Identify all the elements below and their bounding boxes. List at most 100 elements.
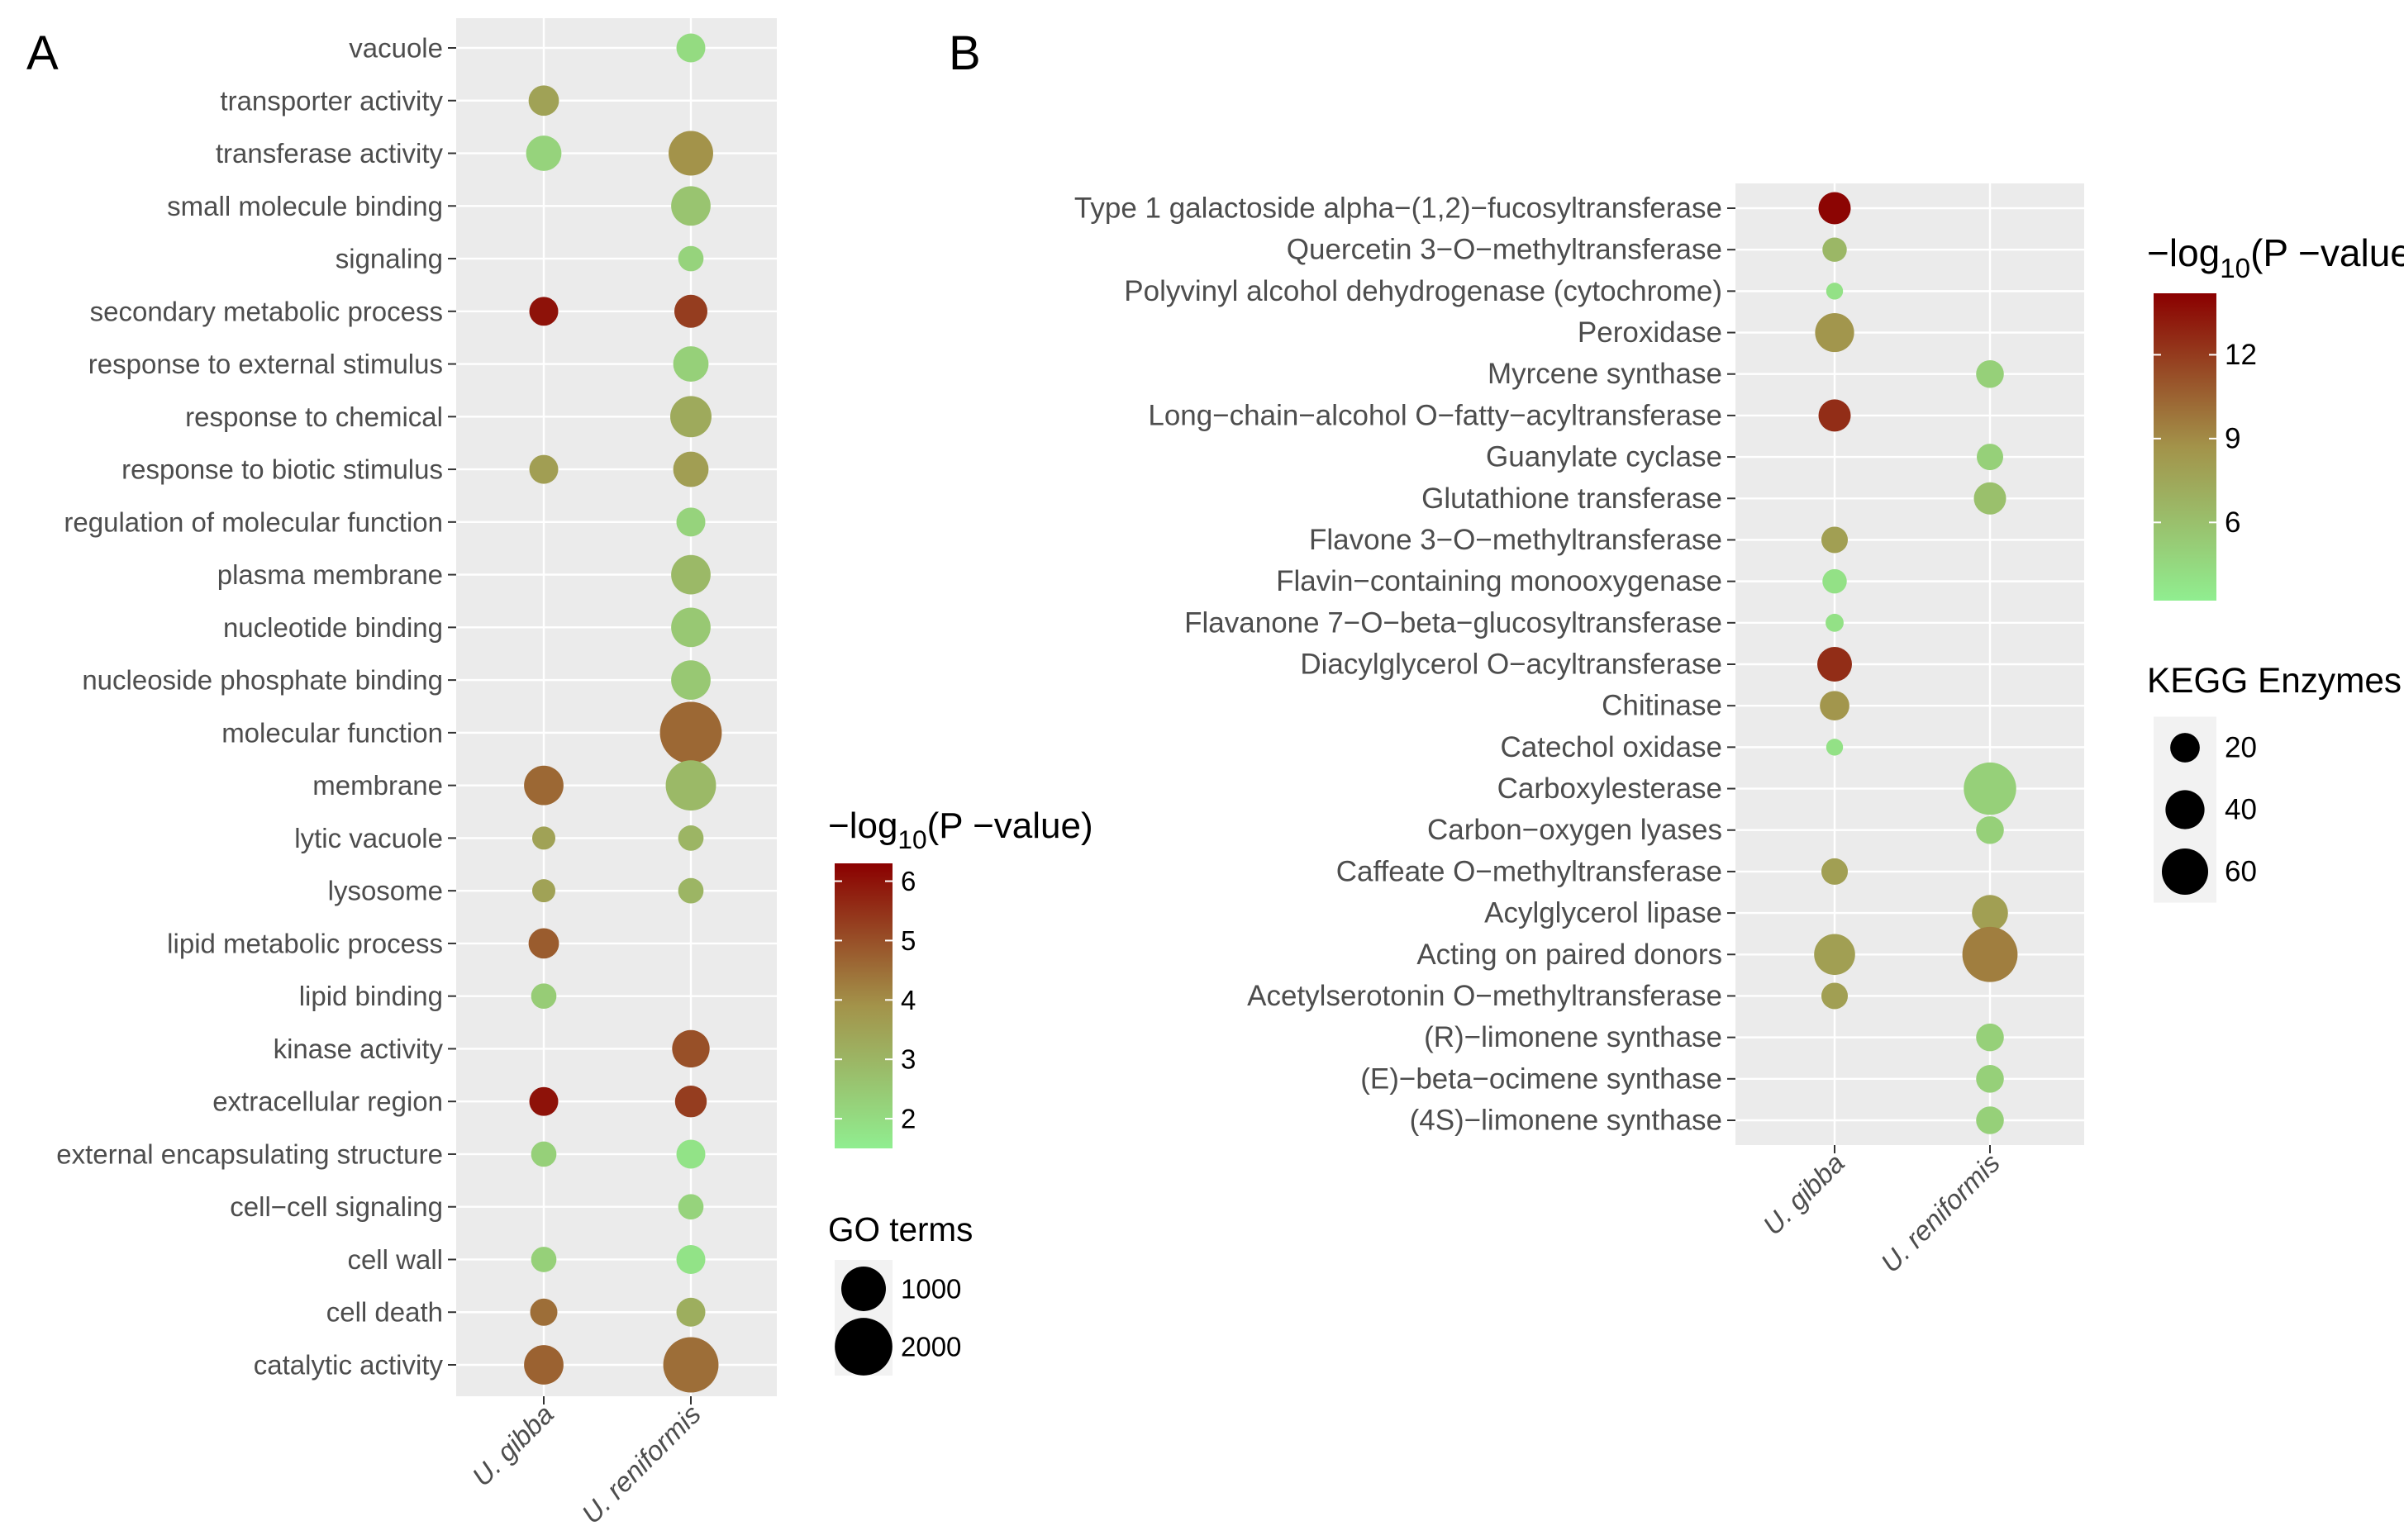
point-u-reniformis-carboxylesterase [1964,762,2016,815]
y-tick-label: lipid metabolic process [167,928,443,958]
y-tick-label: transporter activity [220,85,443,116]
point-u-gibba-flavone-3-o-methyltransferase [1821,526,1849,554]
y-tick-label: Polyvinyl alcohol dehydrogenase (cytochr… [1124,275,1722,307]
point-u-reniformis-carbon-oxygen-lyases [1976,815,2004,844]
size-legend-label: 40 [2225,794,2257,826]
point-u-gibba-flavin-containing-monooxygenase [1822,568,1847,594]
color-bar-tick-label: 2 [901,1104,916,1134]
y-tick-label: Quercetin 3−O−methyltransferase [1287,234,1722,266]
color-bar-tick-label: 3 [901,1044,916,1075]
point-u-reniformis-myrcene-synthase [1976,359,2004,388]
point-u-gibba-catalytic-activity [524,1345,564,1385]
color-bar [2154,293,2216,601]
color-legend-title: −log10(P −value) [828,806,1093,854]
point-u-reniformis-regulation-of-molecular-function [676,507,706,537]
point-u-gibba-lytic-vacuole [532,826,555,850]
point-u-gibba-long-chain-alcohol-o-fatty-acyltransferase [1818,399,1851,432]
panel-b: Type 1 galactoside alpha−(1,2)−fucosyltr… [1074,183,2404,1278]
y-tick-label: cell wall [347,1244,443,1275]
point-u-reniformis-response-to-chemical [670,396,712,438]
y-tick-label: Caffeate O−methyltransferase [1336,855,1722,887]
point-u-reniformis-cell-cell-signaling [678,1194,704,1220]
y-tick-label: signaling [336,244,443,274]
point-u-gibba-peroxidase [1815,312,1854,353]
point-u-reniformis-small-molecule-binding [671,186,711,226]
point-u-reniformis-response-to-external-stimulus [673,346,709,382]
color-legend-title-sub: 10 [897,825,926,854]
point-u-gibba-transferase-activity [526,135,562,171]
point-u-reniformis-r-limonene-synthase [1976,1023,2004,1052]
panel-a-letter: A [26,26,59,80]
color-legend-title-suffix: (P −value) [927,806,1093,846]
point-u-gibba-acting-on-paired-donors [1814,934,1855,976]
point-u-reniformis-lytic-vacuole [678,825,704,851]
y-tick-label: Myrcene synthase [1488,358,1722,390]
point-u-gibba-membrane [524,765,564,806]
point-u-gibba-transporter-activity [528,85,559,116]
size-legend-label: 1000 [901,1274,961,1305]
point-u-gibba-diacylglycerol-o-acyltransferase [1817,647,1852,682]
y-tick-label: Catechol oxidase [1501,731,1723,763]
point-u-reniformis-acting-on-paired-donors [1962,926,2018,982]
size-legend-title: KEGG Enzymes [2147,661,2402,700]
y-tick-label: Flavone 3−O−methyltransferase [1309,524,1722,556]
point-u-reniformis-plasma-membrane [671,554,711,595]
y-tick-label: Acetylserotonin O−methyltransferase [1247,980,1722,1012]
y-tick-label: nucleoside phosphate binding [82,665,443,696]
color-bar-tick-label: 5 [901,925,916,956]
y-tick-label: response to chemical [185,402,443,432]
point-u-gibba-polyvinyl-alcohol-dehydrogenase-cytochrome [1826,283,1844,300]
y-tick-label: cell−cell signaling [230,1191,443,1222]
y-tick-label: Carbon−oxygen lyases [1427,814,1722,846]
point-u-reniformis-vacuole [676,33,706,63]
y-tick-label: external encapsulating structure [56,1138,443,1169]
point-u-reniformis-membrane [665,760,716,811]
size-legend-label: 2000 [901,1332,961,1362]
point-u-gibba-chitinase [1820,691,1849,721]
point-u-reniformis-response-to-biotic-stimulus [673,451,709,487]
point-u-reniformis-external-encapsulating-structure [676,1139,706,1169]
color-bar-tick-label: 9 [2225,422,2240,454]
y-tick-label: (4S)−limonene synthase [1410,1105,1722,1137]
y-tick-label: extracellular region [212,1086,443,1117]
y-tick-label: Acylglycerol lipase [1484,897,1722,929]
point-u-reniformis-signaling [678,245,704,272]
point-u-reniformis-glutathione-transferase [1973,482,2007,515]
y-tick-label: nucleotide binding [223,612,443,643]
y-tick-label: Guanylate cyclase [1486,441,1722,473]
point-u-gibba-response-to-biotic-stimulus [529,454,559,484]
point-u-gibba-flavanone-7-o-beta-glucosyltransferase [1826,613,1844,632]
color-legend-title-sub: 10 [2220,254,2250,284]
y-tick-label: membrane [312,770,443,801]
point-u-reniformis-lysosome [678,877,704,904]
point-u-reniformis-catalytic-activity [663,1337,719,1393]
panel-b-letter: B [949,26,981,80]
size-legend-symbol [2165,790,2205,829]
point-u-reniformis-secondary-metabolic-process [674,294,707,328]
point-u-reniformis-4s-limonene-synthase [1976,1106,2004,1134]
y-tick-label: Flavanone 7−O−beta−glucosyltransferase [1184,606,1722,639]
y-tick-label: Acting on paired donors [1416,939,1722,971]
y-tick-label: response to biotic stimulus [121,454,443,485]
point-u-reniformis-transferase-activity [669,131,713,176]
point-u-reniformis-kinase-activity [672,1029,710,1068]
point-u-reniformis-e-beta-ocimene-synthase [1976,1065,2004,1093]
size-legend-label: 20 [2225,732,2257,764]
point-u-gibba-lipid-metabolic-process [528,928,559,959]
point-u-reniformis-molecular-function [659,701,722,764]
color-legend-title-suffix: (P −value) [2250,231,2404,274]
size-legend-symbol [2161,848,2209,896]
y-tick-label: Peroxidase [1578,316,1722,349]
size-legend-symbol [2170,733,2200,763]
x-tick-label: U. gibba [466,1399,559,1492]
y-tick-label: Carboxylesterase [1497,772,1722,805]
point-u-gibba-lipid-binding [531,983,557,1010]
point-u-reniformis-nucleotide-binding [671,607,711,648]
color-legend-title: −log10(P −value) [2147,231,2404,284]
y-tick-label: lytic vacuole [294,823,443,853]
y-tick-label: kinase activity [274,1034,444,1064]
y-tick-label: Chitinase [1602,690,1722,722]
point-u-gibba-type-1-galactoside-alpha-1-2-fucosyltransferase [1818,192,1851,225]
point-u-reniformis-cell-wall [676,1244,706,1274]
y-tick-label: (R)−limonene synthase [1424,1021,1722,1053]
